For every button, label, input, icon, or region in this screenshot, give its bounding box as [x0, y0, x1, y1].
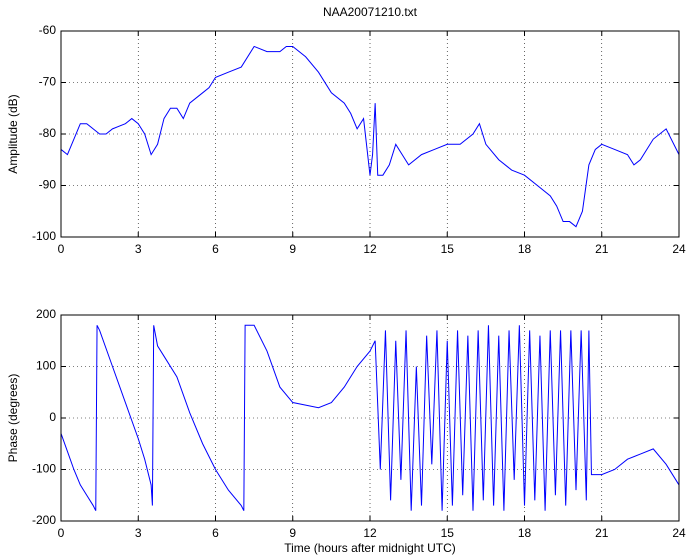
axes-frame [60, 314, 680, 522]
y-tick-label: -80 [39, 126, 57, 140]
x-tick-label: 12 [363, 242, 377, 256]
x-tick-label: 0 [58, 526, 65, 540]
x-tick-label: 15 [441, 242, 455, 256]
y-axis-label: Amplitude (dB) [6, 94, 20, 173]
y-tick-label: 0 [49, 410, 56, 424]
x-axis-label: Time (hours after midnight UTC) [284, 541, 456, 555]
x-tick-label: 24 [672, 242, 686, 256]
x-tick-label: 9 [289, 526, 296, 540]
x-tick-label: 3 [135, 242, 142, 256]
x-tick-label: 21 [595, 526, 609, 540]
y-tick-label: -60 [39, 23, 57, 37]
y-tick-label: -100 [32, 229, 56, 243]
x-tick-label: 6 [212, 242, 219, 256]
y-tick-label: 200 [36, 307, 56, 321]
y-tick-label: 100 [36, 359, 56, 373]
x-tick-label: 21 [595, 242, 609, 256]
chart-title: NAA20071210.txt [323, 5, 418, 19]
y-tick-label: -90 [39, 178, 57, 192]
x-tick-label: 0 [58, 242, 65, 256]
data-line [60, 45, 680, 228]
x-tick-label: 15 [441, 526, 455, 540]
x-tick-label: 9 [289, 242, 296, 256]
y-tick-label: -70 [39, 75, 57, 89]
x-tick-label: 12 [363, 526, 377, 540]
x-tick-label: 6 [212, 526, 219, 540]
x-tick-label: 24 [672, 526, 686, 540]
x-tick-label: 18 [518, 526, 532, 540]
x-tick-label: 18 [518, 242, 532, 256]
data-line [60, 324, 680, 511]
axes-frame [60, 30, 680, 238]
y-tick-label: -200 [32, 513, 56, 527]
y-axis-label: Phase (degrees) [6, 374, 20, 463]
y-tick-label: -100 [32, 462, 56, 476]
x-tick-label: 3 [135, 526, 142, 540]
